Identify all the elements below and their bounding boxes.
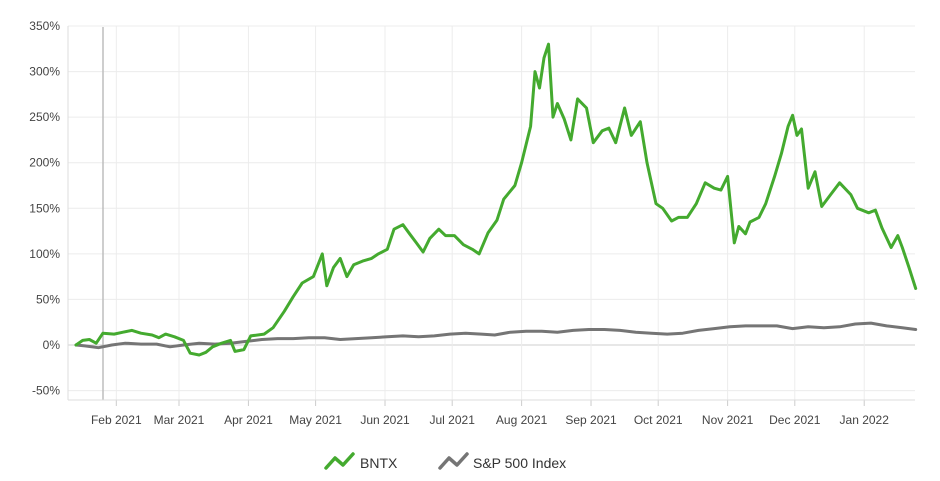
x-tick-label: Jun 2021 (360, 413, 410, 427)
legend-line-icon (438, 452, 469, 470)
series-line-bntx[interactable] (74, 42, 918, 357)
legend-label: S&P 500 Index (473, 455, 566, 471)
series-line-sp500[interactable] (74, 321, 918, 350)
x-tick-label: Mar 2021 (154, 413, 205, 427)
y-tick-label: 100% (29, 247, 60, 261)
x-tick-label: Apr 2021 (224, 413, 273, 427)
y-tick-label: 0% (43, 338, 61, 352)
x-axis: Feb 2021 Mar 2021 Apr 2021 May 2021 Jun 2021… (68, 399, 915, 427)
y-tick-label: 350% (29, 19, 60, 33)
series-lines (74, 42, 918, 357)
x-tick-label: Nov 2021 (702, 413, 754, 427)
legend-item-sp500[interactable]: S&P 500 Index (438, 452, 566, 471)
legend[interactable]: BNTX S&P 500 Index (324, 452, 566, 471)
y-tick-label: -50% (32, 384, 60, 398)
x-tick-label: Aug 2021 (496, 413, 548, 427)
y-tick-label: 200% (29, 156, 60, 170)
x-tick-label: Oct 2021 (634, 413, 683, 427)
x-tick-label: Dec 2021 (769, 413, 821, 427)
legend-line-icon (324, 452, 355, 470)
y-tick-label: 50% (36, 292, 60, 306)
y-tick-label: 300% (29, 65, 60, 79)
x-tick-label: Feb 2021 (91, 413, 142, 427)
y-tick-label: 250% (29, 110, 60, 124)
x-tick-label: Jul 2021 (430, 413, 476, 427)
y-tick-label: 150% (29, 201, 60, 215)
x-tick-label: May 2021 (289, 413, 342, 427)
y-axis: -50% 0% 50% 100% 150% 200% 250% 300% 350% (29, 19, 69, 400)
legend-item-bntx[interactable]: BNTX (324, 452, 398, 471)
legend-label: BNTX (360, 455, 398, 471)
x-tick-label: Jan 2022 (840, 413, 890, 427)
x-tick-label: Sep 2021 (565, 413, 617, 427)
